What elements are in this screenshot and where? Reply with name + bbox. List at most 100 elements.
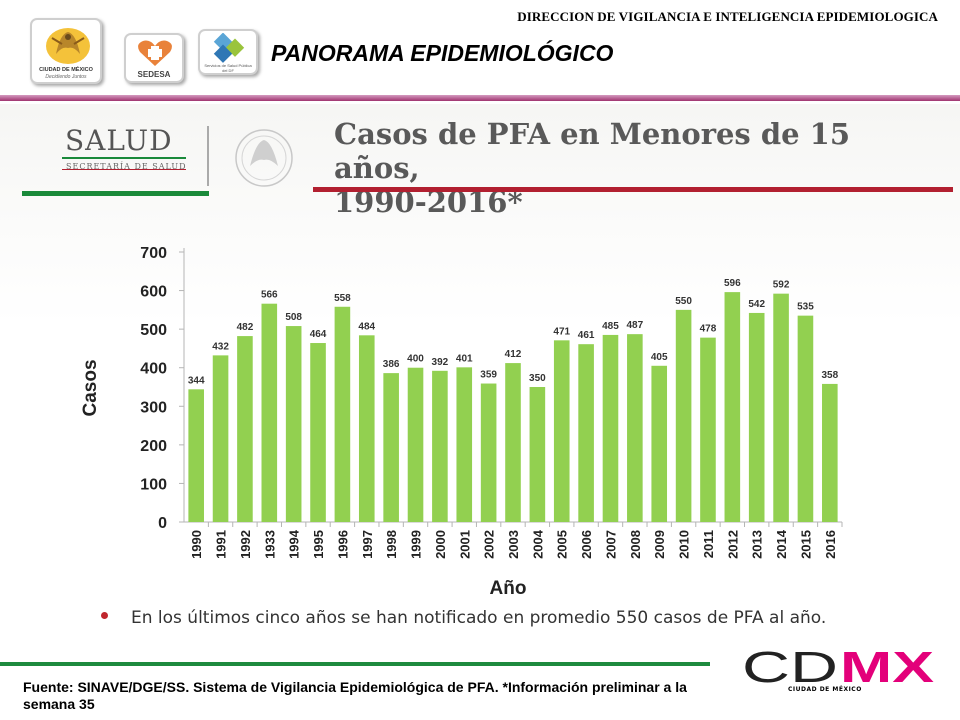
y-tick-label: 100 (140, 476, 167, 493)
bar (261, 303, 278, 522)
data-label: 542 (748, 299, 765, 310)
bar (285, 326, 302, 522)
data-label: 359 (480, 370, 497, 381)
bar (773, 293, 789, 522)
cdmx-logo-subtitle: CIUDAD DE MÉXICO (788, 686, 862, 693)
data-label: 508 (285, 312, 302, 323)
cdmx-logo-cd: CD (742, 648, 838, 688)
x-tick-label: 1991 (214, 530, 229, 559)
data-label: 566 (261, 290, 278, 301)
bullet-note: En los últimos cinco años se han notific… (131, 608, 827, 628)
x-tick-label: 2014 (774, 529, 789, 559)
aztec-eagle-icon (46, 28, 90, 64)
bar (237, 336, 253, 522)
bar (553, 340, 570, 522)
x-tick-label: 2013 (750, 530, 765, 559)
x-tick-label: 2003 (506, 530, 521, 559)
x-tick-label: 2009 (652, 530, 667, 559)
x-tick-label: 1990 (189, 530, 204, 559)
data-label: 358 (821, 370, 838, 381)
bar (627, 334, 643, 522)
data-label: 558 (334, 293, 351, 304)
data-label: 478 (700, 324, 717, 335)
data-label: 350 (529, 373, 546, 384)
x-tick-label: 2011 (701, 530, 716, 558)
data-label: 482 (237, 322, 254, 333)
x-tick-label: 1994 (287, 529, 302, 559)
data-label: 461 (578, 330, 595, 341)
salud-logo-word: SALUD (65, 124, 173, 157)
bar (529, 387, 546, 522)
sspdf-logo: Servicios de Salud Pública del DF (198, 29, 258, 75)
x-tick-label: 2012 (725, 530, 740, 559)
page-title: PANORAMA EPIDEMIOLÓGICO (271, 40, 614, 66)
data-label: 400 (407, 354, 424, 365)
x-tick-label: 2010 (677, 530, 692, 559)
y-tick-label: 300 (140, 399, 167, 416)
bar (432, 370, 448, 522)
cdmx-logo-motto: Decidiendo Juntos (45, 74, 87, 80)
public-health-emblem-icon (213, 33, 245, 63)
bar (748, 312, 765, 522)
data-label: 405 (651, 352, 668, 363)
accent-line-green (22, 191, 209, 196)
x-tick-label: 2016 (823, 530, 838, 559)
bar (310, 343, 326, 522)
bar (188, 389, 204, 522)
cdmx-logo-name: CIUDAD DE MÉXICO (39, 67, 93, 73)
source-note: Fuente: SINAVE/DGE/SS. Sistema de Vigila… (23, 679, 687, 712)
bar (480, 383, 497, 522)
y-axis-title: Casos (80, 359, 101, 416)
national-emblem-icon (207, 126, 293, 187)
x-tick-label: 2000 (433, 530, 448, 559)
data-label: 535 (797, 302, 814, 313)
bar (212, 355, 229, 522)
bar (724, 292, 741, 522)
y-tick-label: 500 (140, 322, 167, 339)
bar (602, 334, 619, 522)
x-tick-label: 1995 (311, 530, 326, 559)
bar (822, 383, 838, 522)
bar (505, 363, 521, 522)
data-label: 344 (188, 375, 205, 386)
bar (383, 373, 399, 522)
accent-line-red (313, 187, 953, 192)
data-label: 432 (212, 341, 229, 352)
sspdf-logo-label: Servicios de Salud Pública del DF (204, 63, 252, 73)
bar (700, 337, 716, 522)
x-tick-label: 2006 (579, 530, 594, 559)
cdmx-logo: CD MX (742, 648, 934, 688)
y-tick-label: 0 (158, 515, 167, 532)
salud-logo-subtitle: SECRETARÍA DE SALUD (66, 162, 187, 171)
x-tick-label: 1998 (384, 530, 399, 559)
data-label: 592 (773, 280, 790, 291)
bar (334, 306, 351, 522)
bar (407, 367, 424, 522)
cdmx-logo-mx: MX (840, 648, 934, 688)
data-label: 596 (724, 278, 741, 289)
bar (675, 309, 692, 522)
data-label: 550 (675, 296, 692, 307)
x-tick-label: 2004 (530, 529, 545, 559)
data-label: 484 (358, 321, 375, 332)
chart-title-line-1: Casos de PFA en Menores de 15 años, (334, 117, 851, 185)
bar (578, 344, 594, 522)
x-tick-label: 1933 (262, 530, 277, 559)
bar (797, 315, 814, 522)
x-tick-label: 1999 (409, 530, 424, 559)
data-label: 392 (432, 357, 449, 368)
footer-divider (0, 662, 710, 666)
data-label: 412 (505, 349, 522, 360)
y-tick-label: 600 (140, 284, 167, 301)
x-tick-label: 2005 (555, 530, 570, 559)
x-tick-label: 1997 (360, 530, 375, 559)
header-org-name: DIRECCION DE VIGILANCIA E INTELIGENCIA E… (517, 9, 938, 24)
x-tick-label: 1996 (335, 530, 350, 559)
health-heart-icon (138, 40, 172, 66)
sedesa-logo: SEDESA (124, 33, 184, 83)
data-label: 487 (627, 320, 644, 331)
bullet-icon (101, 612, 108, 619)
salud-underline (62, 157, 186, 170)
y-tick-label: 700 (140, 245, 167, 262)
